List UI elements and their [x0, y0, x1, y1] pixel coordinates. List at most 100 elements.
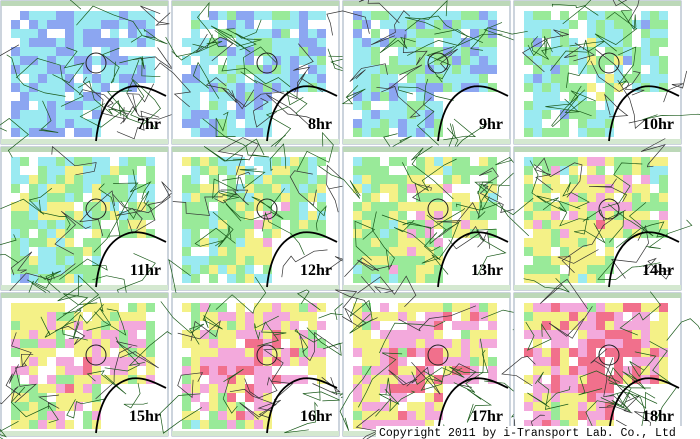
density-cell	[614, 157, 623, 166]
density-cell	[353, 312, 362, 321]
map-panel: 8hr	[154, 0, 354, 164]
density-cell	[236, 56, 245, 65]
density-cell	[470, 83, 479, 92]
density-cell	[551, 65, 560, 74]
density-cell	[92, 92, 101, 101]
density-cell	[29, 274, 38, 283]
road	[615, 221, 668, 249]
density-cell	[416, 375, 425, 384]
density-cell	[596, 375, 605, 384]
density-cell	[317, 83, 326, 92]
road	[116, 110, 160, 140]
density-cell	[29, 65, 38, 74]
density-cell	[434, 157, 443, 166]
density-cell	[218, 265, 227, 274]
density-cell	[47, 193, 56, 202]
density-cell	[389, 202, 398, 211]
density-cell	[317, 11, 326, 20]
density-cell	[452, 348, 461, 357]
density-cell	[488, 65, 497, 74]
density-cell	[56, 83, 65, 92]
density-cell	[20, 110, 29, 119]
density-cell	[281, 74, 290, 83]
density-cell	[389, 119, 398, 128]
density-cell	[560, 420, 569, 429]
density-cell	[425, 110, 434, 119]
density-cell	[227, 247, 236, 256]
density-cell	[272, 375, 281, 384]
density-cell	[200, 65, 209, 74]
density-cell	[461, 375, 470, 384]
density-cell	[632, 65, 641, 74]
density-cell	[11, 166, 20, 175]
density-cell	[263, 92, 272, 101]
road	[154, 62, 192, 108]
density-cell	[587, 256, 596, 265]
density-cell	[11, 74, 20, 83]
road	[405, 0, 448, 30]
density-cell	[272, 220, 281, 229]
density-cell	[245, 312, 254, 321]
density-cell	[623, 366, 632, 375]
density-cell	[605, 256, 614, 265]
density-cell	[542, 238, 551, 247]
density-cell	[191, 211, 200, 220]
density-cell	[587, 366, 596, 375]
density-cell	[146, 175, 155, 184]
density-cell	[20, 92, 29, 101]
density-cell	[434, 265, 443, 274]
density-cell	[362, 184, 371, 193]
density-cell	[245, 411, 254, 420]
density-cell	[560, 157, 569, 166]
density-cell	[416, 402, 425, 411]
density-cell	[596, 184, 605, 193]
density-cell	[308, 74, 317, 83]
density-cell	[587, 339, 596, 348]
density-cell	[83, 56, 92, 65]
title-bar	[1, 293, 168, 298]
density-cell	[191, 366, 200, 375]
map-panel: 14hr	[455, 138, 693, 293]
density-cell	[425, 29, 434, 38]
density-cell	[623, 74, 632, 83]
ring-road	[256, 52, 278, 74]
density-cell	[389, 220, 398, 229]
density-cell	[56, 11, 65, 20]
density-cell	[317, 348, 326, 357]
density-cell	[56, 238, 65, 247]
density-cell	[92, 74, 101, 83]
density-cell	[434, 411, 443, 420]
road	[222, 168, 266, 189]
density-cell	[551, 20, 560, 29]
density-cell	[146, 348, 155, 357]
density-cell	[416, 92, 425, 101]
road	[194, 227, 236, 247]
density-cell	[20, 330, 29, 339]
density-cell	[83, 321, 92, 330]
density-cell	[470, 321, 479, 330]
density-cell	[659, 29, 668, 38]
density-cell	[632, 312, 641, 321]
density-cell	[146, 303, 155, 312]
density-cell	[245, 65, 254, 74]
density-cell	[434, 211, 443, 220]
density-cell	[587, 101, 596, 110]
density-cell	[632, 166, 641, 175]
density-cell	[38, 229, 47, 238]
density-cell	[551, 211, 560, 220]
density-cell	[245, 119, 254, 128]
density-cell	[263, 220, 272, 229]
density-cell	[209, 229, 218, 238]
density-cell	[65, 393, 74, 402]
density-cell	[191, 20, 200, 29]
density-cell	[398, 65, 407, 74]
density-cell	[479, 38, 488, 47]
density-cell	[254, 411, 263, 420]
density-cell	[542, 110, 551, 119]
density-cell	[623, 157, 632, 166]
road	[98, 183, 121, 237]
density-cell	[128, 312, 137, 321]
density-cell	[380, 348, 389, 357]
title-bar	[514, 147, 681, 152]
density-cell	[605, 312, 614, 321]
